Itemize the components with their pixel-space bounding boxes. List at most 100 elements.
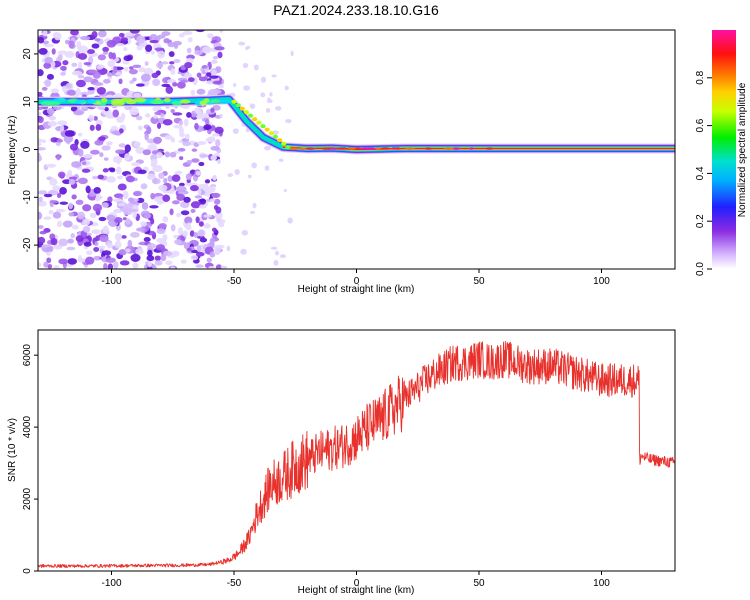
noise-speckle [168, 51, 175, 57]
noise-speckle [43, 62, 52, 69]
noise-speckle [46, 73, 54, 80]
noise-speckle [77, 254, 83, 263]
snr-plot-area [38, 340, 675, 569]
noise-speckle [56, 192, 62, 199]
noise-speckle [50, 88, 60, 94]
noise-speckle [195, 264, 204, 268]
noise-speckle [170, 137, 176, 143]
noise-speckle [137, 169, 147, 175]
noise-speckle [88, 56, 94, 65]
ridge-blob [133, 97, 147, 103]
noise-speckle [161, 83, 171, 88]
noise-speckle [38, 153, 41, 162]
noise-speckle [65, 83, 72, 89]
noise-speckle [211, 69, 217, 75]
noise-speckle [42, 40, 50, 45]
noise-speckle [82, 204, 92, 212]
noise-speckle [53, 264, 60, 269]
noise-speckle [198, 161, 205, 167]
noise-speckle [199, 198, 207, 205]
noise-speckle [158, 222, 167, 229]
noise-speckle [38, 146, 46, 151]
noise-speckle [160, 254, 167, 262]
noise-speckle [112, 156, 123, 164]
noise-speckle [122, 190, 129, 200]
noise-speckle [38, 236, 46, 245]
noise-speckle [123, 67, 129, 72]
noise-speckle [111, 130, 120, 136]
noise-speckle [38, 190, 48, 195]
ridge-blob [235, 103, 241, 108]
noise-speckle [214, 211, 223, 220]
spectrogram-y-axis: -20 -10 0 10 20 [22, 48, 38, 252]
noise-speckle [106, 141, 113, 146]
snr-panel: -100 -50 0 50 100 0 2000 4000 6000 Height of st… [7, 329, 676, 596]
noise-speckle [161, 61, 169, 65]
noise-speckle [38, 200, 47, 207]
noise-speckle [186, 222, 191, 229]
noise-speckle [194, 107, 201, 115]
noise-speckle [212, 174, 217, 181]
noise-speckle [184, 61, 193, 69]
noise-speckle [43, 216, 52, 220]
noise-speckle [91, 31, 98, 39]
noise-speckle [234, 169, 240, 175]
noise-speckle [149, 39, 159, 44]
snr-y-tick-label: 0 [22, 568, 33, 574]
noise-speckle [53, 244, 63, 250]
ridge-core-blob [335, 147, 346, 150]
noise-speckle [112, 198, 123, 203]
noise-speckle [44, 43, 55, 48]
spectrogram-y-tick-label: -10 [22, 190, 33, 205]
colorbar-tick-label: 0.8 [695, 70, 706, 84]
noise-speckle [120, 37, 129, 42]
noise-speckle [213, 198, 221, 205]
snr-y-tick-label: 2000 [22, 488, 33, 511]
noise-speckle [98, 136, 106, 141]
noise-speckle [85, 185, 91, 194]
noise-speckle [132, 191, 142, 197]
noise-speckle [42, 30, 48, 37]
noise-speckle [149, 33, 158, 43]
noise-speckle [183, 118, 189, 127]
noise-speckle [68, 40, 75, 49]
noise-speckle [77, 61, 83, 70]
noise-speckle [38, 138, 44, 143]
noise-speckle [57, 120, 68, 126]
noise-speckle [82, 161, 87, 166]
noise-speckle [158, 184, 168, 192]
noise-speckle [80, 35, 91, 41]
noise-speckle [75, 88, 81, 97]
noise-speckle [173, 59, 181, 63]
noise-speckle [80, 140, 90, 149]
noise-speckle [144, 61, 149, 66]
noise-speckle [97, 106, 106, 110]
noise-speckle [38, 91, 43, 97]
noise-speckle [184, 216, 193, 225]
colorbar-label: Normalized spectral amplitude [737, 82, 748, 217]
noise-speckle [128, 66, 134, 70]
noise-speckle [171, 174, 181, 182]
noise-speckle [210, 145, 220, 151]
noise-speckle [173, 43, 179, 49]
noise-speckle [196, 88, 206, 95]
noise-speckle [162, 234, 168, 242]
noise-speckle [85, 256, 95, 265]
ridge-blob [247, 113, 254, 118]
noise-speckle [129, 106, 139, 116]
noise-speckle [77, 53, 88, 60]
colorbar: 0.0 0.2 0.4 0.6 0.8 Normalized spectral ampl… [695, 30, 748, 276]
noise-speckle [113, 65, 118, 74]
noise-speckle [118, 78, 123, 85]
noise-speckle [59, 187, 67, 195]
spectrogram-x-tick-label: 100 [593, 276, 610, 287]
noise-speckle [140, 183, 148, 190]
noise-speckle [213, 250, 221, 255]
noise-speckle [129, 80, 135, 84]
spectrogram-x-tick-label: 0 [354, 276, 360, 287]
ridge-blob [268, 131, 274, 136]
noise-speckle [202, 46, 212, 54]
noise-speckle [102, 51, 109, 55]
ridge-blob [203, 98, 210, 103]
noise-speckle [56, 220, 63, 228]
